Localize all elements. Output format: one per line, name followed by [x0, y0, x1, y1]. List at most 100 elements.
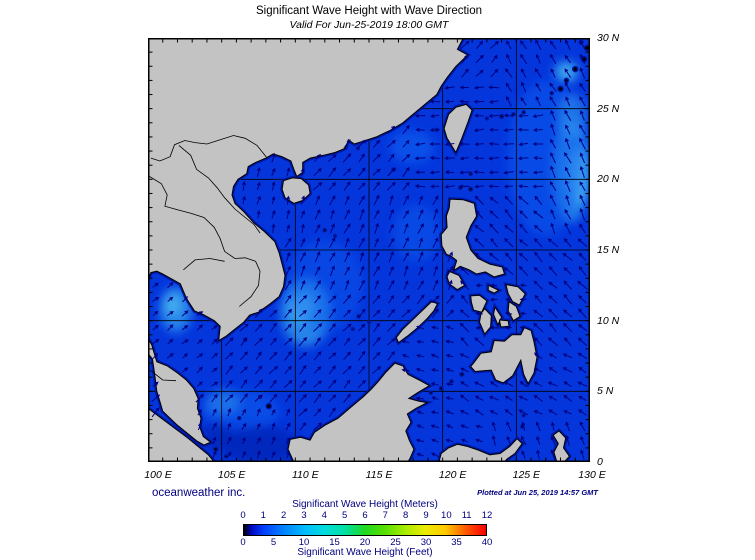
wave-arrow	[548, 409, 558, 416]
wave-arrow	[520, 53, 528, 65]
country-border	[183, 258, 225, 271]
wave-arrow	[489, 410, 499, 415]
feet-tick: 20	[359, 537, 371, 548]
wave-arrow	[429, 99, 441, 104]
wave-arrow	[269, 393, 278, 403]
feet-tick: 5	[270, 537, 277, 548]
wave-arrow	[429, 170, 441, 175]
wave-arrow	[491, 54, 498, 64]
wave-arrow	[328, 407, 336, 418]
wave-arrow	[578, 409, 587, 416]
wave-arrow	[564, 337, 572, 347]
wave-arrow	[328, 295, 337, 304]
wave-arrow	[458, 184, 470, 189]
wave-arrow	[389, 195, 394, 206]
wave-arrow	[430, 410, 439, 415]
wave-arrow	[254, 379, 264, 389]
wave-arrow	[460, 266, 469, 276]
wave-arrow	[256, 422, 261, 430]
wave-arrow	[387, 167, 396, 177]
wave-arrow	[152, 352, 159, 359]
wave-arrow	[416, 452, 424, 457]
wave-arrow	[534, 337, 543, 347]
meters-tick: 4	[321, 510, 327, 521]
wave-arrow	[550, 222, 556, 235]
wave-arrow	[358, 153, 365, 163]
island-dot	[237, 415, 242, 421]
wave-arrow	[211, 367, 218, 373]
wave-arrow	[212, 450, 217, 459]
feet-tick: 35	[451, 537, 462, 548]
wave-arrow	[518, 142, 528, 147]
wave-arrow	[430, 353, 440, 358]
wave-arrow	[299, 251, 306, 262]
wave-arrow	[285, 265, 291, 276]
wave-arrow	[286, 408, 291, 416]
wave-arrow	[344, 195, 350, 205]
wave-arrow	[313, 351, 322, 361]
wave-arrow	[181, 310, 189, 317]
wave-arrow	[550, 152, 556, 164]
wave-arrow	[343, 181, 351, 191]
meters-tick: 3	[301, 510, 307, 521]
feet-tick: 10	[298, 537, 310, 548]
wave-arrow	[578, 252, 587, 262]
wave-arrow	[343, 294, 352, 305]
wave-arrow	[210, 381, 219, 387]
wave-arrow	[548, 252, 558, 262]
island-dot	[438, 385, 444, 392]
wave-arrow	[403, 265, 409, 277]
wave-arrow	[548, 308, 558, 319]
wave-arrow	[533, 309, 544, 318]
wave-arrow	[271, 167, 276, 176]
wave-arrow	[536, 435, 541, 445]
wave-arrow	[445, 410, 454, 415]
wave-arrow	[503, 113, 514, 118]
wave-arrow	[431, 339, 439, 344]
wave-arrow	[388, 153, 395, 162]
wave-arrow	[212, 436, 217, 445]
plotted-timestamp: Plotted at Jun 25, 2019 14:57 GMT	[477, 488, 598, 497]
wave-arrow	[343, 379, 351, 389]
wave-arrow	[286, 167, 291, 177]
wave-arrow	[359, 265, 365, 276]
wave-arrow	[430, 114, 440, 118]
wave-arrow	[314, 251, 321, 263]
wave-arrow	[564, 152, 572, 164]
wave-arrow	[474, 381, 485, 387]
lat-label: 15 N	[597, 244, 620, 256]
wave-arrow	[518, 409, 529, 416]
wave-arrow	[550, 435, 556, 446]
wave-arrow	[372, 168, 381, 176]
wave-arrow	[416, 339, 424, 344]
wave-arrow	[431, 308, 439, 319]
land-taiwan	[443, 103, 473, 154]
lon-label: 130 E	[578, 469, 606, 481]
wave-arrow	[429, 155, 440, 161]
wave-arrow	[241, 450, 246, 459]
wave-arrow	[488, 184, 500, 189]
wave-arrow	[196, 353, 204, 359]
wave-arrow	[386, 139, 396, 148]
feet-tick: 0	[240, 537, 246, 548]
wave-arrow	[401, 309, 411, 318]
island-dot	[549, 90, 554, 96]
wave-arrow	[313, 323, 323, 332]
wave-arrow	[167, 296, 174, 302]
wave-arrow	[388, 208, 394, 220]
wave-arrow	[387, 237, 395, 248]
wave-arrow	[418, 237, 424, 248]
wave-arrow	[418, 251, 424, 263]
wave-arrow	[519, 210, 528, 219]
wave-arrow	[431, 396, 439, 401]
wave-arrow	[431, 452, 439, 458]
wave-arrow	[474, 113, 484, 118]
wave-arrow	[313, 393, 322, 404]
wave-arrow	[549, 96, 557, 107]
wave-arrow	[416, 424, 424, 429]
wave-arrow	[299, 364, 307, 375]
wave-arrow	[152, 282, 159, 288]
wave-arrow	[504, 195, 514, 205]
wave-arrow	[521, 435, 527, 446]
meters-tick: 8	[403, 510, 409, 521]
